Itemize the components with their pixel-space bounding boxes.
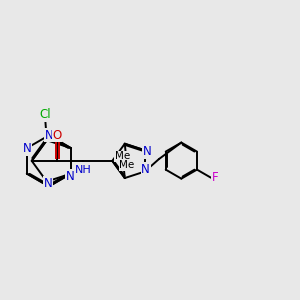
Text: Me: Me xyxy=(115,152,130,161)
Text: N: N xyxy=(22,142,31,155)
Text: F: F xyxy=(212,171,218,184)
Text: Me: Me xyxy=(119,160,135,170)
Text: O: O xyxy=(52,129,62,142)
Text: N: N xyxy=(143,145,152,158)
Text: NH: NH xyxy=(75,165,92,175)
Text: N: N xyxy=(141,163,150,176)
Text: N: N xyxy=(44,129,53,142)
Text: N: N xyxy=(66,169,75,183)
Text: Cl: Cl xyxy=(39,108,51,121)
Text: N: N xyxy=(44,177,53,190)
